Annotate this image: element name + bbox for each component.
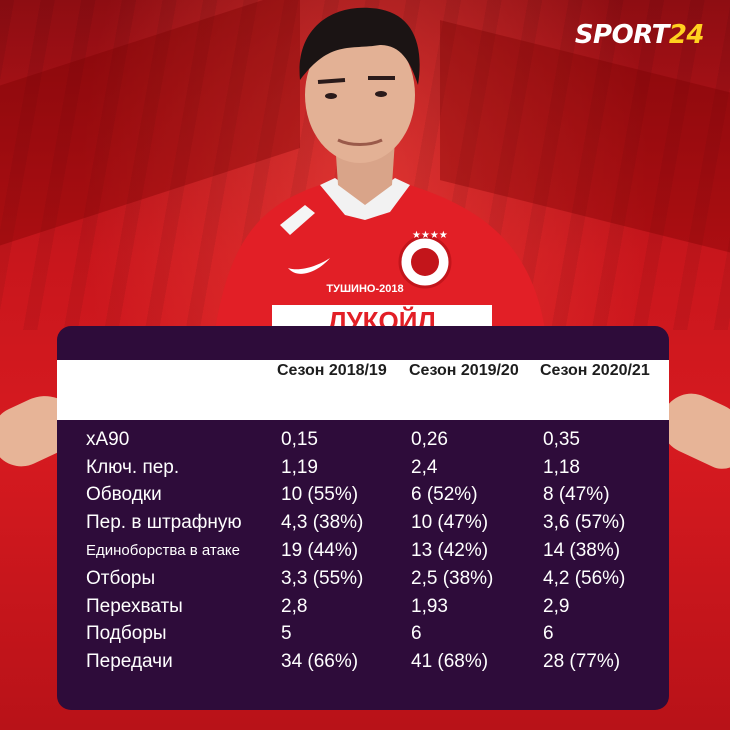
table-cell: 10 (55%): [281, 484, 359, 506]
table-cell: 6: [543, 623, 554, 645]
table-cell: 2,9: [543, 595, 570, 617]
svg-text:★★★★: ★★★★: [412, 230, 448, 241]
row-label: xG90: [86, 401, 132, 422]
table-cell: 0,21: [411, 401, 448, 422]
table-cell: 4,3 (38%): [281, 512, 364, 534]
table-header-strip: [57, 360, 669, 420]
table-cell: 6: [411, 623, 422, 645]
table-cell: 8 (47%): [543, 484, 610, 506]
table-cell: 3,6 (57%): [543, 512, 626, 534]
row-label: Единоборства в атаке: [86, 542, 240, 559]
row-label: Ключ. пер.: [86, 456, 180, 478]
row-label: xA90: [86, 428, 130, 450]
table-cell: 1,18: [543, 456, 580, 478]
row-label: Обводки: [86, 484, 162, 506]
table-cell: 14 (38%): [543, 540, 621, 561]
column-header-2019-20: Сезон 2019/20: [409, 362, 519, 379]
row-label: Подборы: [86, 623, 167, 645]
table-cell: 34 (66%): [281, 651, 359, 673]
table-cell: 2,5 (38%): [411, 567, 494, 589]
table-cell: 0,35: [543, 428, 580, 450]
table-cell: 10 (47%): [411, 512, 489, 534]
table-cell: 0,21: [281, 401, 318, 422]
table-cell: 6 (52%): [411, 484, 478, 506]
jersey-text: ТУШИНО-2018: [326, 283, 403, 295]
table-cell: 3,3 (55%): [281, 567, 364, 589]
row-label: Отборы: [86, 567, 156, 589]
column-header-2020-21: Сезон 2020/21: [540, 362, 650, 379]
table-cell: 1,93: [411, 595, 448, 617]
table-cell: 0,15: [281, 428, 318, 450]
sport24-logo: SPORT24: [574, 20, 705, 50]
table-cell: 19 (44%): [281, 540, 359, 561]
table-cell: 0,26: [411, 428, 448, 450]
row-label: Передачи: [86, 651, 173, 673]
table-cell: 4,2 (56%): [543, 567, 626, 589]
table-cell: 13 (42%): [411, 540, 489, 561]
stats-panel: [57, 326, 669, 710]
table-cell: 0,26: [543, 401, 580, 422]
table-cell: 1,19: [281, 456, 318, 478]
table-cell: 2,8: [281, 595, 308, 617]
table-cell: 5: [281, 623, 292, 645]
row-label: Пер. в штрафную: [86, 512, 242, 534]
table-cell: 28 (77%): [543, 651, 621, 673]
table-cell: 2,4: [411, 456, 438, 478]
player-photo: ★★★★ ТУШИНО-2018 ЛУКОЙЛ: [215, 7, 545, 336]
table-cell: 41 (68%): [411, 651, 489, 673]
column-header-2018-19: Сезон 2018/19: [277, 362, 387, 379]
row-label: Перехваты: [86, 595, 183, 617]
